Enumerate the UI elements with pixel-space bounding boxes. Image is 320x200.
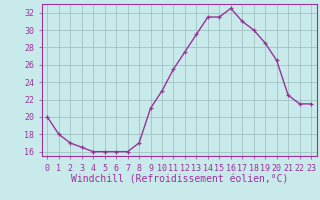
X-axis label: Windchill (Refroidissement éolien,°C): Windchill (Refroidissement éolien,°C) <box>70 174 288 184</box>
